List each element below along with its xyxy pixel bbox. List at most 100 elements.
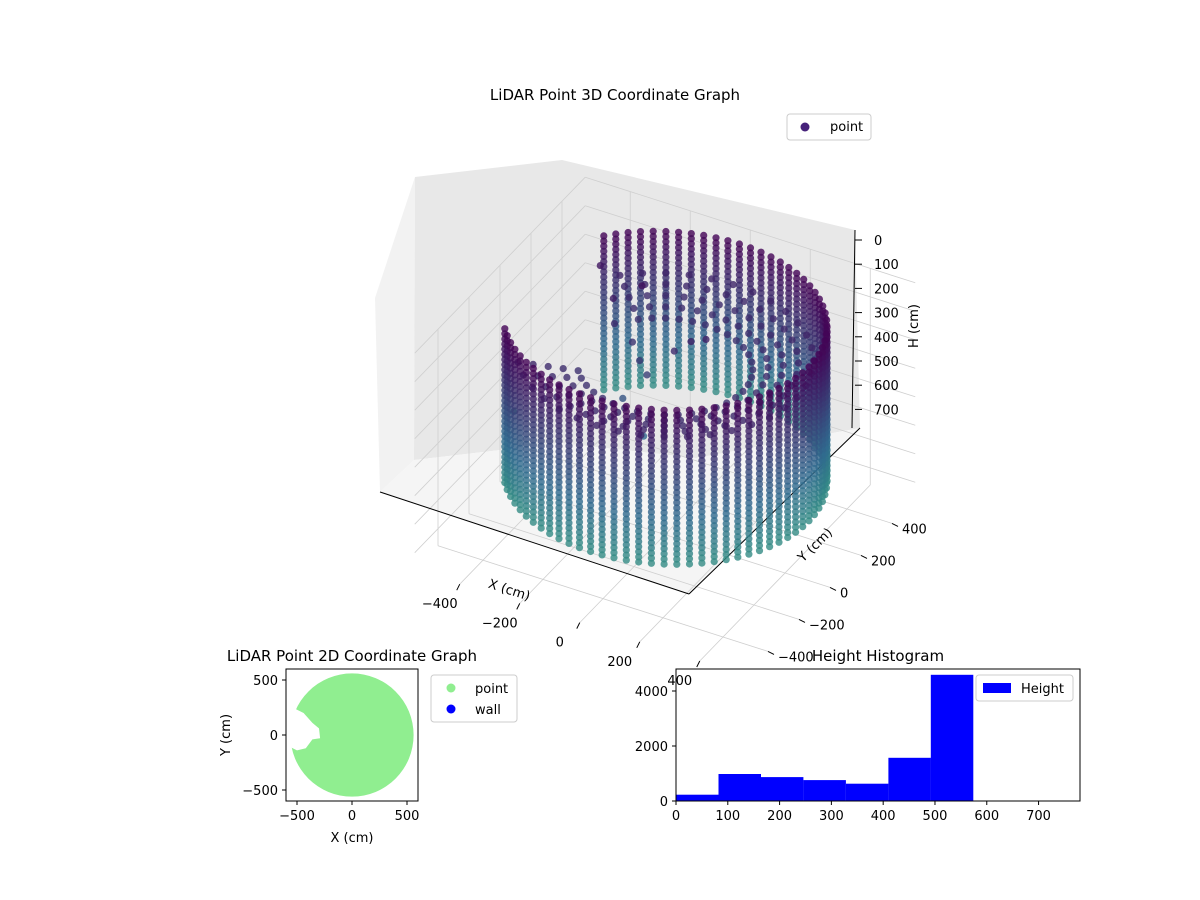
z-tick-label-3d: 700: [874, 403, 899, 418]
point-3d: [612, 384, 620, 392]
point-3d: [598, 520, 606, 528]
point-3d: [712, 295, 720, 303]
point-3d: [660, 406, 668, 414]
point-3d: [810, 429, 819, 437]
point-3d: [522, 481, 530, 489]
point-3d: [810, 475, 819, 483]
point-3d: [598, 453, 606, 462]
point-3d: [724, 257, 732, 265]
point-3d: [698, 296, 706, 304]
point-3d: [757, 253, 765, 261]
point-3d: [529, 421, 537, 429]
point-3d: [734, 497, 742, 505]
point-3d: [600, 360, 608, 368]
point-3d: [647, 559, 656, 567]
point-3d: [715, 301, 723, 309]
point-3d: [649, 273, 657, 282]
point-3d: [587, 430, 595, 438]
point-3d: [792, 477, 800, 485]
point-3d: [647, 441, 656, 449]
point-3d: [609, 294, 617, 303]
point-3d: [575, 508, 584, 516]
point-3d: [687, 338, 695, 346]
point-3d: [529, 493, 537, 501]
point-3d: [745, 509, 753, 517]
point-3d: [649, 376, 657, 384]
point-3d: [821, 309, 829, 317]
point-3d: [522, 389, 530, 397]
point-3d: [516, 393, 524, 401]
point-3d: [635, 440, 643, 448]
point-3d: [679, 422, 687, 430]
point-3d: [685, 514, 694, 522]
legend-3d-frame: [786, 113, 872, 141]
point-3d: [622, 556, 630, 564]
point-3d: [673, 499, 681, 507]
point-3d: [700, 375, 708, 383]
point-3d: [700, 262, 708, 270]
point-3d: [649, 253, 657, 261]
point-3d: [712, 259, 720, 267]
point-3d: [522, 502, 530, 510]
point-3d: [522, 425, 530, 433]
point-3d: [755, 408, 764, 416]
point-3d: [785, 284, 793, 292]
point-3d: [522, 410, 530, 418]
point-3d: [687, 291, 695, 299]
point-3d: [745, 524, 753, 533]
point-3d: [516, 362, 524, 370]
point-3d: [565, 514, 573, 522]
point-3d: [755, 398, 764, 406]
point-3d: [784, 446, 792, 454]
point-3d: [818, 344, 827, 352]
point-3d: [546, 514, 554, 522]
point-3d: [724, 298, 732, 306]
point-3d: [610, 523, 618, 531]
point-3d: [673, 411, 681, 420]
point-3d: [555, 514, 563, 522]
point-3d: [821, 337, 829, 345]
point-3d: [649, 268, 657, 276]
x-tick-label-histogram: 500: [923, 809, 948, 824]
point-3d: [516, 377, 524, 386]
point-3d: [645, 303, 654, 311]
point-3d: [792, 446, 800, 454]
point-3d: [610, 441, 618, 449]
point-3d: [537, 488, 545, 496]
point-3d: [767, 331, 775, 339]
point-3d: [767, 325, 775, 333]
point-3d: [710, 429, 718, 437]
point-3d: [587, 409, 595, 417]
point-3d: [673, 550, 681, 558]
point-3d: [612, 368, 620, 377]
point-3d: [745, 442, 753, 450]
point-3d: [755, 480, 764, 488]
point-3d: [537, 386, 545, 394]
grid-side-z: [414, 205, 586, 382]
point-3d: [575, 446, 584, 454]
point-3d: [555, 529, 563, 538]
histogram-bar: [888, 757, 931, 801]
point-3d: [622, 510, 630, 518]
point-3d: [767, 289, 775, 297]
point-3d: [767, 273, 775, 281]
point-3d: [600, 237, 608, 245]
point-3d: [735, 302, 744, 310]
point-3d: [675, 269, 683, 277]
point-3d: [819, 302, 827, 310]
point-3d: [635, 404, 643, 412]
point-3d: [537, 473, 545, 481]
z-tick-label-3d: 0: [874, 234, 882, 249]
point-3d: [745, 473, 753, 481]
point-3d: [537, 406, 545, 414]
point-3d: [788, 336, 796, 344]
point-3d: [600, 324, 608, 332]
point-3d: [537, 447, 545, 455]
point-3d: [649, 325, 657, 333]
point-3d: [673, 483, 681, 491]
point-3d: [744, 381, 752, 389]
point-3d: [673, 509, 681, 517]
point-3d: [522, 415, 530, 423]
point-3d: [722, 509, 730, 518]
point-3d: [700, 231, 708, 239]
